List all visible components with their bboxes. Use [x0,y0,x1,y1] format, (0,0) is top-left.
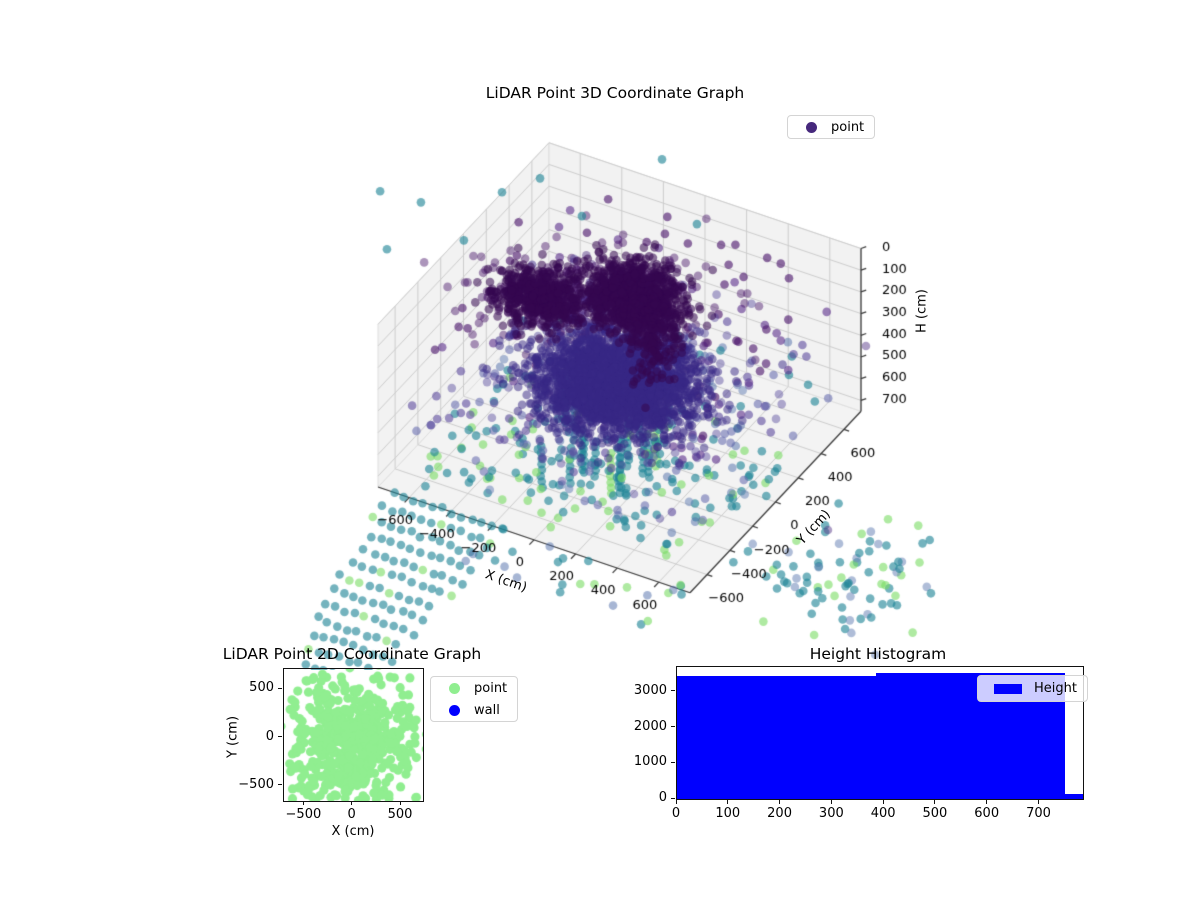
tick-mark [671,761,675,763]
plot2d-axes [283,668,424,802]
plot2d-x-axis-label: X (cm) [331,824,375,839]
tick-label: −500 [238,776,274,792]
plot3d-h-axis-label: H (cm) [914,289,930,333]
tick-label: 0 [347,807,356,822]
tick-mark [882,800,884,804]
tick-label: 700 [1026,806,1051,821]
tick-mark [278,687,282,689]
tick-label: 0 [658,790,667,805]
tick-mark [671,797,675,799]
tick-label: 2000 [633,718,667,734]
wall-legend-marker-icon [449,704,460,716]
tick-mark [934,800,936,804]
tick-label: −500 [285,807,322,822]
plot2d-title: LiDAR Point 2D Coordinate Graph [222,645,482,663]
hist-legend-label: Height [1034,681,1077,696]
hist-legend: Height [977,675,1088,702]
tick-mark [278,736,282,737]
tick-label: 500 [249,680,274,696]
hist-title: Height Histogram [809,645,947,663]
plot3d-legend-label: point [831,119,865,135]
plot3d-legend: point [787,115,876,139]
tick-mark [675,800,677,804]
tick-mark [830,800,832,804]
tick-label: 300 [818,806,844,821]
tick-mark [302,801,304,805]
plot2d-legend-wall-label: wall [474,702,500,718]
tick-mark [986,800,988,804]
tick-mark [351,801,353,805]
hist-bar [677,676,877,799]
tick-mark [779,800,781,804]
point-legend-marker-icon [806,121,817,133]
tick-label: 400 [870,806,896,821]
plot2d-legend-point-label: point [474,680,508,696]
height-legend-patch-icon [994,683,1022,694]
point-legend-marker-icon [449,682,460,694]
tick-label: 200 [767,806,792,821]
tick-mark [1038,800,1039,804]
tick-label: 500 [387,807,413,822]
tick-label: 100 [715,806,741,821]
tick-label: 500 [922,806,948,821]
plot3d-canvas [300,90,940,670]
plot2d-legend: point wall [430,676,519,722]
plot2d-y-axis-label: Y (cm) [225,715,241,759]
plot3d-title: LiDAR Point 3D Coordinate Graph [485,84,745,102]
tick-label: 1000 [633,754,667,770]
plot2d-canvas [284,669,423,801]
tick-mark [399,801,401,805]
tick-label: 0 [265,728,274,744]
tick-mark [671,726,675,728]
tick-label: 600 [974,806,1000,821]
tick-mark [671,690,675,692]
tick-mark [278,784,282,786]
hist-bar [1065,793,1083,799]
tick-mark [727,800,729,804]
tick-label: 0 [671,806,681,821]
tick-label: 3000 [633,682,667,698]
